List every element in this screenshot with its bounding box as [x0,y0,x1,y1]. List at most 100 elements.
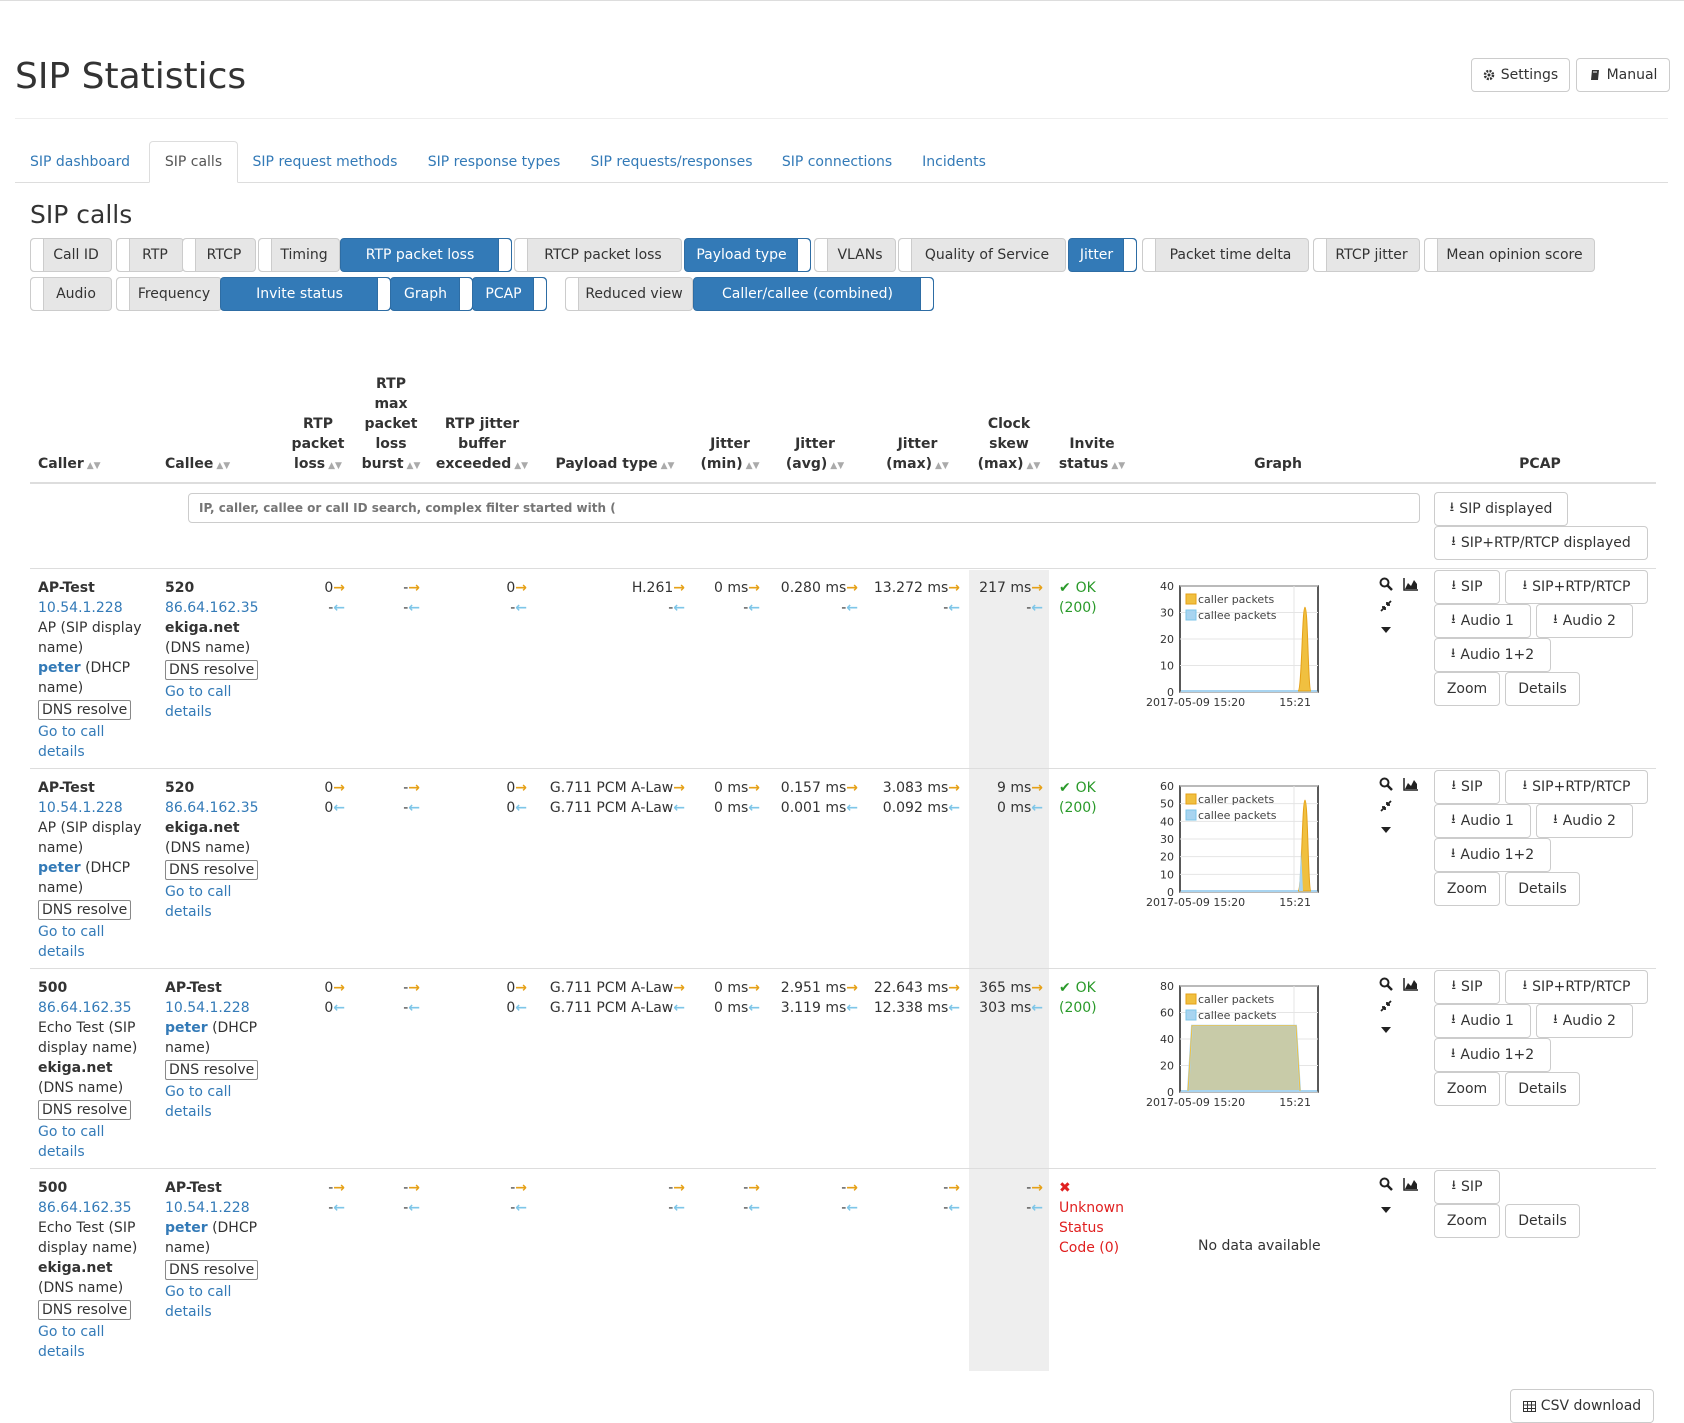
toggle-quality-of-service[interactable]: Quality of Service [898,238,1066,272]
audio2-download-button[interactable]: ⭳ Audio 2 [1536,804,1633,838]
col-payload-type[interactable]: Payload type ▲▼ [555,456,675,472]
toggle-checkbox[interactable] [459,278,472,310]
audio12-download-button[interactable]: ⭳ Audio 1+2 [1434,638,1551,672]
go-to-call-link[interactable]: Go to call [38,1124,105,1140]
col-invite-status[interactable]: Invite status ▲▼ [1058,436,1126,472]
toggle-graph[interactable]: Graph [390,277,473,311]
compress-icon[interactable] [1380,600,1392,616]
dns-resolve-button[interactable]: DNS resolve [165,1060,259,1080]
toggle-checkbox[interactable] [515,239,528,271]
tab-incidents[interactable]: Incidents [922,153,986,170]
toggle-checkbox[interactable] [1425,239,1438,271]
details-button[interactable]: Details [1505,872,1580,906]
dns-resolve-button[interactable]: DNS resolve [165,660,259,680]
toggle-checkbox[interactable] [899,239,912,271]
call-details-link[interactable]: details [38,744,85,760]
col-rtp-max-burst[interactable]: RTP max packet loss burst ▲▼ [361,376,421,472]
caller-ip[interactable]: 10.54.1.228 [38,600,123,616]
sip-download-button[interactable]: ⭳ SIP [1434,1170,1500,1204]
col-clock-skew[interactable]: Clock skew (max) ▲▼ [977,416,1041,472]
go-to-call-link[interactable]: Go to call [38,924,105,940]
sip-rtp-displayed-button[interactable]: ⭳ SIP+RTP/RTCP displayed [1434,526,1648,560]
toggle-mean-opinion-score[interactable]: Mean opinion score [1424,238,1595,272]
caret-down-icon[interactable] [1380,822,1392,838]
toggle-timing[interactable]: Timing [258,238,340,272]
toggle-invite-status[interactable]: Invite status [220,277,391,311]
toggle-rtcp-jitter[interactable]: RTCP jitter [1313,238,1420,272]
zoom-button[interactable]: Zoom [1434,872,1500,906]
toggle-jitter[interactable]: Jitter [1068,238,1137,272]
go-to-call-link[interactable]: Go to call [38,1324,105,1340]
col-callee[interactable]: Callee ▲▼ [165,456,231,472]
sip-download-button[interactable]: ⭳ SIP [1434,570,1500,604]
toggle-packet-time-delta[interactable]: Packet time delta [1142,238,1309,272]
toggle-checkbox[interactable] [920,278,933,310]
toggle-checkbox[interactable] [797,239,810,271]
tab-sip-connections[interactable]: SIP connections [781,153,893,170]
caller-ip[interactable]: 86.64.162.35 [38,1000,132,1016]
call-details-link[interactable]: details [165,704,212,720]
audio12-download-button[interactable]: ⭳ Audio 1+2 [1434,838,1551,872]
toggle-checkbox[interactable] [117,239,130,271]
toggle-checkbox[interactable] [31,239,44,271]
call-graph[interactable]: 0 10 20 30 40 caller packets callee packets 201… [1142,576,1342,706]
caller-ip[interactable]: 86.64.162.35 [38,1200,132,1216]
go-to-call-link[interactable]: Go to call [165,884,232,900]
search-input[interactable] [188,493,1420,523]
sip-download-button[interactable]: ⭳ SIP [1434,970,1500,1004]
toggle-checkbox[interactable] [1143,239,1156,271]
caller-dhcp-name[interactable]: peter [38,660,81,676]
dns-resolve-button[interactable]: DNS resolve [165,1260,259,1280]
sip-rtp-rtcp-download-button[interactable]: ⭳ SIP+RTP/RTCP [1505,570,1648,604]
toggle-reduced-view[interactable]: Reduced view [565,277,693,311]
toggle-call-id[interactable]: Call ID [30,238,112,272]
manual-button[interactable]: Manual [1576,58,1670,92]
details-button[interactable]: Details [1505,1072,1580,1106]
toggle-checkbox[interactable] [259,239,272,271]
col-rtp-jitter-buffer[interactable]: RTP jitter buffer exceeded ▲▼ [435,416,529,472]
call-details-link[interactable]: details [38,944,85,960]
area-chart-icon[interactable] [1403,577,1419,595]
compress-icon[interactable] [1380,800,1392,816]
dns-resolve-button[interactable]: DNS resolve [38,1300,132,1320]
toggle-checkbox[interactable] [566,278,579,310]
callee-ip[interactable]: 10.54.1.228 [165,1200,250,1216]
go-to-call-link[interactable]: Go to call [165,684,232,700]
tab-sip-request-methods[interactable]: SIP request methods [252,153,398,170]
tab-sip-calls[interactable]: SIP calls [149,141,238,183]
call-details-link[interactable]: details [165,1304,212,1320]
audio2-download-button[interactable]: ⭳ Audio 2 [1536,604,1633,638]
toggle-rtp-packet-loss[interactable]: RTP packet loss [340,238,512,272]
caret-down-icon[interactable] [1380,1022,1392,1038]
col-rtp-packet-loss[interactable]: RTP packet loss ▲▼ [291,416,345,472]
toggle-checkbox[interactable] [1314,239,1327,271]
toggle-vlans[interactable]: VLANs [814,238,896,272]
call-details-link[interactable]: details [165,904,212,920]
audio1-download-button[interactable]: ⭳ Audio 1 [1434,1004,1531,1038]
call-details-link[interactable]: details [38,1144,85,1160]
go-to-call-link[interactable]: Go to call [38,724,105,740]
tab-sip-response-types[interactable]: SIP response types [427,153,561,170]
toggle-checkbox[interactable] [117,278,130,310]
sip-download-button[interactable]: ⭳ SIP [1434,770,1500,804]
tab-sip-dashboard[interactable]: SIP dashboard [30,153,130,170]
go-to-call-link[interactable]: Go to call [165,1084,232,1100]
callee-ip[interactable]: 86.64.162.35 [165,800,259,816]
toggle-pcap[interactable]: PCAP [472,277,547,311]
col-jitter-avg[interactable]: Jitter (avg) ▲▼ [785,436,845,472]
zoom-search-icon[interactable] [1379,577,1393,595]
details-button[interactable]: Details [1505,1204,1580,1238]
details-button[interactable]: Details [1505,672,1580,706]
settings-button[interactable]: Settings [1471,58,1570,92]
callee-ip[interactable]: 86.64.162.35 [165,600,259,616]
caller-dhcp-name[interactable]: peter [38,860,81,876]
call-graph[interactable]: 0 10 20 30 40 50 60 caller packets callee packet… [1142,776,1342,906]
toggle-caller-callee-combined[interactable]: Caller/callee (combined) [693,277,934,311]
toggle-checkbox[interactable] [183,239,196,271]
caret-down-icon[interactable] [1380,1202,1392,1218]
toggle-checkbox[interactable] [1123,239,1136,271]
callee-ip[interactable]: 10.54.1.228 [165,1000,250,1016]
sip-rtp-rtcp-download-button[interactable]: ⭳ SIP+RTP/RTCP [1505,770,1648,804]
csv-download-button[interactable]: CSV download [1510,1389,1654,1423]
toggle-rtcp[interactable]: RTCP [182,238,256,272]
